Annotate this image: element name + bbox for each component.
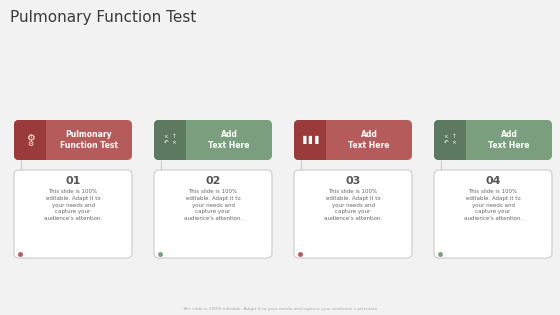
FancyBboxPatch shape: [294, 170, 412, 258]
Text: ⚙: ⚙: [27, 141, 33, 147]
Bar: [450, 120, 466, 160]
Text: ↶  ×: ↶ ×: [164, 140, 176, 146]
Text: This slide is 100%
editable. Adapt it to
your needs and
capture your
audience's : This slide is 100% editable. Adapt it to…: [44, 189, 102, 221]
Text: Add
Text Here: Add Text Here: [348, 130, 390, 150]
Bar: [310, 120, 326, 160]
Text: ×  ↑: × ↑: [164, 135, 176, 140]
FancyBboxPatch shape: [154, 170, 272, 258]
Text: Pulmonary
Function Test: Pulmonary Function Test: [60, 130, 118, 150]
FancyBboxPatch shape: [294, 120, 412, 160]
FancyBboxPatch shape: [434, 120, 552, 160]
Text: 01: 01: [66, 176, 81, 186]
Text: This slide is 100%
editable. Adapt it to
your needs and
capture your
audience's : This slide is 100% editable. Adapt it to…: [464, 189, 522, 221]
FancyBboxPatch shape: [14, 170, 132, 258]
FancyBboxPatch shape: [14, 120, 46, 160]
FancyBboxPatch shape: [294, 120, 326, 160]
FancyBboxPatch shape: [434, 120, 466, 160]
Text: This slide is 100%
editable. Adapt it to
your needs and
capture your
audience's : This slide is 100% editable. Adapt it to…: [184, 189, 242, 221]
FancyBboxPatch shape: [154, 120, 186, 160]
Text: This slide is 100%
editable. Adapt it to
your needs and
capture your
audience's : This slide is 100% editable. Adapt it to…: [324, 189, 382, 221]
Text: 04: 04: [486, 176, 501, 186]
Text: This slide is 100% editable. Adapt it to your needs and capture your audience's : This slide is 100% editable. Adapt it to…: [181, 307, 379, 311]
Text: ⚙: ⚙: [26, 133, 34, 143]
Bar: [170, 120, 186, 160]
Text: Add
Text Here: Add Text Here: [488, 130, 530, 150]
Bar: [30, 120, 46, 160]
Text: 03: 03: [346, 176, 361, 186]
FancyBboxPatch shape: [14, 120, 132, 160]
FancyBboxPatch shape: [434, 170, 552, 258]
Text: Add
Text Here: Add Text Here: [208, 130, 250, 150]
Text: Pulmonary Function Test: Pulmonary Function Test: [10, 10, 197, 25]
Text: ▐▐▐: ▐▐▐: [300, 135, 320, 145]
FancyBboxPatch shape: [154, 120, 272, 160]
Text: ↶  ×: ↶ ×: [444, 140, 456, 146]
Text: 02: 02: [206, 176, 221, 186]
Text: ×  ↑: × ↑: [444, 135, 456, 140]
